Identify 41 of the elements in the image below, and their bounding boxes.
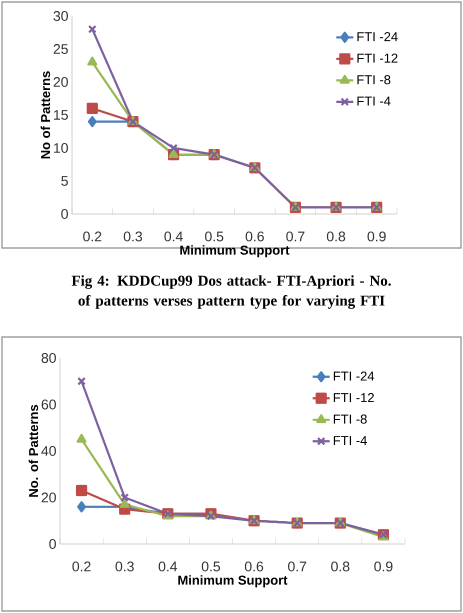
x-axis-title: Minimum Support [180,245,290,258]
x-tick-label: 0.4 [164,232,183,242]
x-tick-label: 0.5 [202,562,220,572]
x-tick-label: 0.5 [205,232,224,242]
x-tick-label: 0.2 [83,232,102,242]
x-tick-label: 0.7 [288,562,306,572]
x-tick-label: 0.6 [246,232,264,242]
y-tick-label: 20 [42,492,56,502]
x-tick-label: 0.8 [326,232,346,242]
x-tick-label: 0.8 [331,562,350,572]
legend-label: FTI -12 [357,54,398,63]
y-tick-label: 60 [42,400,56,410]
y-axis-title: No of Patterns [40,71,50,158]
x-tick-label: 0.7 [286,232,304,242]
x-tick-label: 0.6 [244,562,264,572]
legend-label: FTI -8 [334,414,367,424]
y-tick-label: 5 [61,176,68,186]
y-tick-label: 40 [41,446,56,456]
x-tick-label: 0.4 [158,562,178,572]
y-tick-label: 80 [42,353,56,363]
legend-label: FTI -12 [334,393,374,402]
legend-label: FTI -24 [357,32,398,42]
x-tick-label: 0.9 [374,562,392,572]
x-tick-label: 0.2 [72,562,91,572]
y-tick-label: 30 [54,11,68,21]
y-tick-label: 25 [54,44,68,54]
y-axis-title: No. of Patterns [28,404,38,497]
x-tick-label: 0.3 [124,232,142,242]
caption: Fig 4: KDDCup99 Dos attack- FTI-Apriori - No. of patterns verses pattern type for varying FTI [72,275,391,309]
x-tick-label: 0.9 [368,232,386,242]
y-tick-label: 0 [61,209,68,219]
legend-label: FTI -8 [357,75,390,84]
x-tick-label: 0.3 [116,562,134,572]
legend-label: FTI -4 [334,436,367,445]
legend-label: FTI -24 [334,371,374,381]
y-tick-label: 15 [54,110,68,120]
legend-label: FTI -4 [357,96,391,106]
y-tick-label: 0 [49,539,56,549]
y-tick-label: 10 [54,143,68,153]
y-tick-label: 20 [54,77,68,87]
x-axis-title: Minimum Support [178,575,288,588]
